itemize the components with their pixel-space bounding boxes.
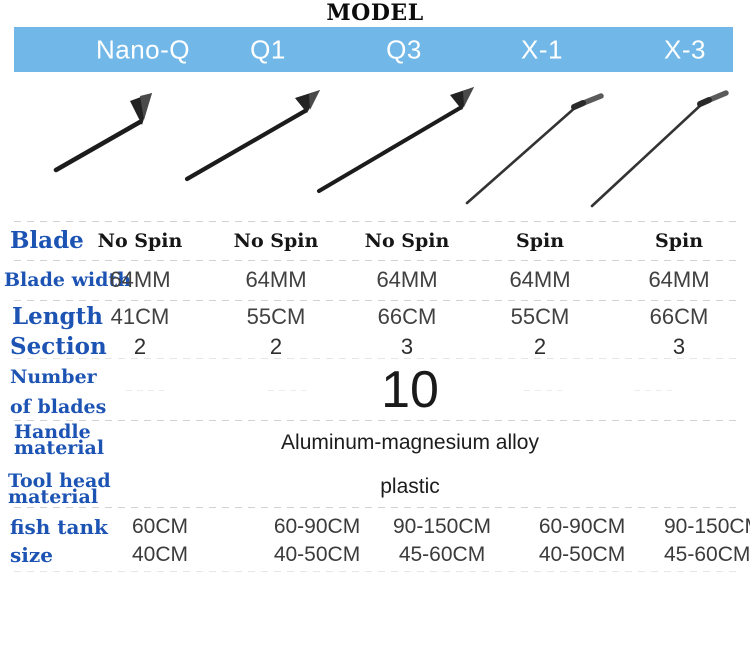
row-length-label: Length (12, 303, 103, 330)
length-cell: 55CM (246, 303, 306, 329)
blade-width-cell: 64MM (509, 267, 571, 292)
divider-fragment (634, 390, 672, 391)
blade-cell: Spin (515, 229, 565, 252)
row-tool-head-material: Tool head material plastic (0, 466, 750, 507)
fish-tank-size-cell: 60-90CM 40-50CM (273, 515, 361, 566)
row-blade-width-label: Blade width (4, 269, 132, 291)
product-images-row (53, 87, 729, 208)
fish-tank-size-cell: 60-90CM 40-50CM (538, 515, 626, 566)
divider (14, 420, 736, 421)
model-name-q1: Q1 (250, 34, 286, 64)
section-cell: 3 (400, 333, 414, 359)
row-tool-head-material-label: Tool head material (8, 470, 111, 508)
blade-width-cell: 64MM (648, 267, 710, 292)
section-cell: 3 (672, 333, 686, 359)
blade-width-cell: 64MM (109, 267, 171, 292)
section-cell: 2 (133, 333, 147, 359)
section-cell: 2 (533, 333, 547, 359)
row-handle-material-label: Handle material (14, 421, 105, 459)
tool-head-material-value: plastic (380, 474, 440, 498)
row-section: Section 2 2 3 2 3 (0, 333, 750, 360)
divider (14, 571, 736, 572)
blade-cell: No Spin (233, 229, 319, 252)
row-blade: Blade No Spin No Spin No Spin Spin Spin (0, 221, 750, 260)
row-length: Length 41CM 55CM 66CM 55CM 66CM (0, 300, 750, 333)
divider (14, 358, 736, 359)
model-name-nano-q: Nano-Q (95, 34, 191, 64)
handle-material-value: Aluminum-magnesium alloy (281, 431, 539, 454)
fish-tank-size-cell: 90-150CM 45-60CM (664, 515, 750, 566)
fish-tank-size-cell: 90-150CM 45-60CM (392, 515, 492, 566)
row-number-of-blades: Number of blades 10 (0, 358, 750, 420)
row-number-of-blades-label: Number of blades (10, 366, 107, 418)
divider-fragment (126, 390, 164, 391)
product-image-x3 (590, 90, 729, 208)
row-blade-label: Blade (10, 227, 84, 254)
length-cell: 66CM (649, 303, 709, 329)
row-handle-material: Handle material Aluminum-magnesium alloy (0, 420, 750, 466)
divider (14, 507, 736, 508)
blade-cell: Spin (654, 229, 704, 252)
blade-cell: No Spin (97, 229, 183, 252)
divider-fragment (268, 390, 306, 391)
divider (14, 300, 736, 301)
page-title: MODEL (326, 0, 424, 26)
fish-tank-size-cell: 60CM 40CM (131, 515, 189, 566)
product-image-q1 (184, 90, 320, 182)
length-cell: 41CM (110, 303, 170, 329)
length-cell: 55CM (510, 303, 570, 329)
blade-cell: No Spin (364, 229, 450, 252)
blade-width-cell: 64MM (376, 267, 438, 292)
blade-width-cell: 64MM (245, 267, 307, 292)
row-fish-tank-size-label: fish tank size (10, 515, 108, 567)
row-fish-tank-size: fish tank size 60CM 40CM 60-90CM 40-50CM… (0, 507, 750, 571)
divider (14, 260, 736, 261)
model-name-x1: X-1 (521, 34, 563, 64)
row-blade-width: Blade width 64MM 64MM 64MM 64MM 64MM (0, 260, 750, 300)
model-name-q3: Q3 (386, 34, 422, 64)
section-cell: 2 (269, 333, 283, 359)
number-of-blades-value: 10 (381, 361, 439, 419)
model-name-x3: X-3 (664, 34, 706, 64)
model-header-bar: Nano-Q Q1 Q3 X-1 X-3 (14, 27, 733, 72)
row-section-label: Section (10, 333, 107, 360)
divider (14, 221, 736, 222)
product-image-q3 (317, 87, 474, 193)
product-image-x1 (465, 93, 604, 205)
product-image-nano-q (53, 93, 152, 173)
divider-fragment (524, 390, 562, 391)
length-cell: 66CM (377, 303, 437, 329)
